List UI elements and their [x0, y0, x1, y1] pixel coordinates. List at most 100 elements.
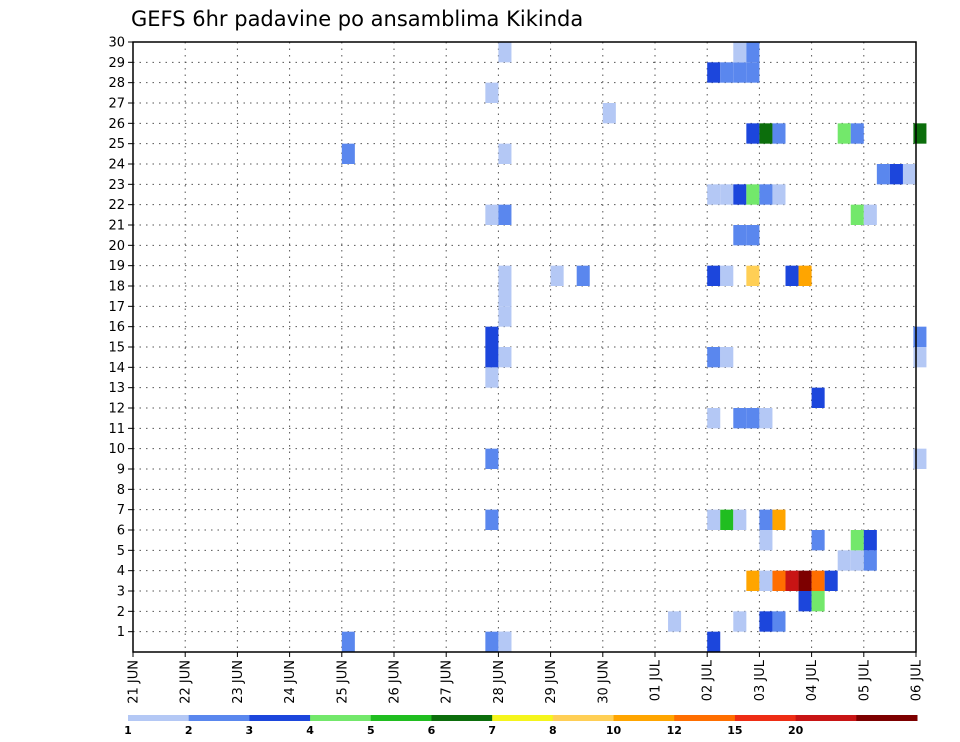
heatmap-cell — [746, 42, 760, 63]
heatmap-cell — [746, 184, 760, 205]
y-tick-label: 9 — [117, 463, 125, 478]
heatmap-cell — [811, 387, 825, 408]
color-legend: 1 2 3 4 5 6 7 8 10 12 15 20 — [124, 715, 918, 737]
legend-label: 12 — [667, 724, 682, 737]
heatmap-cell — [720, 347, 734, 368]
x-tick-label: 28 JUN — [492, 660, 507, 704]
y-tick-label: 2 — [117, 605, 125, 620]
heatmap-cell — [733, 509, 747, 530]
y-tick-label: 13 — [108, 381, 125, 396]
y-tick-label: 20 — [108, 239, 125, 254]
legend-swatch — [552, 715, 615, 721]
legend-swatch — [310, 715, 372, 721]
heatmap-cell — [837, 123, 851, 144]
heatmap-cell — [485, 347, 499, 368]
heatmap-cell — [485, 367, 499, 388]
y-tick-label: 28 — [108, 76, 125, 91]
legend-swatch — [370, 715, 432, 721]
y-tick-label: 17 — [108, 300, 125, 315]
y-tick-label: 7 — [117, 503, 125, 518]
y-tick-label: 5 — [117, 544, 125, 559]
legend-label: 15 — [727, 724, 742, 737]
heatmap-cell — [772, 184, 786, 205]
legend-label: 5 — [367, 724, 375, 737]
heatmap-cell — [837, 550, 851, 571]
heatmap-cell — [746, 62, 760, 83]
heatmap-cell — [746, 123, 760, 144]
data-cells — [341, 42, 927, 652]
legend-label: 4 — [306, 724, 314, 737]
heatmap-cell — [863, 550, 877, 571]
heatmap-cell — [733, 408, 747, 429]
heatmap-cell — [498, 42, 512, 63]
legend-label: 8 — [549, 724, 557, 737]
legend-swatch — [613, 715, 675, 721]
heatmap-cell — [759, 611, 773, 632]
heatmap-cell — [824, 570, 838, 591]
x-axis-ticks: 21 JUN 22 JUN 23 JUN 24 JUN 25 JUN 26 JUN 27 J… — [127, 652, 925, 704]
heatmap-cell — [863, 204, 877, 225]
heatmap-cell — [850, 123, 864, 144]
x-tick-label: 03 JUL — [753, 659, 768, 701]
heatmap-cell — [811, 570, 825, 591]
heatmap-cell — [498, 306, 512, 327]
heatmap-cell — [341, 143, 355, 164]
y-tick-label: 1 — [117, 625, 125, 640]
legend-label: 1 — [124, 724, 132, 737]
heatmap-cell — [707, 62, 721, 83]
legend-swatch — [128, 715, 190, 721]
y-tick-label: 16 — [108, 320, 125, 335]
y-tick-label: 12 — [108, 402, 125, 417]
x-tick-label: 23 JUN — [231, 660, 246, 704]
heatmap-cell — [341, 631, 355, 652]
legend-swatch — [431, 715, 493, 721]
y-tick-label: 25 — [108, 137, 125, 152]
heatmap-cell — [798, 570, 812, 591]
x-tick-label: 26 JUN — [388, 660, 403, 704]
y-tick-label: 24 — [108, 158, 125, 173]
heatmap-cell — [485, 631, 499, 652]
heatmap-cell — [733, 62, 747, 83]
y-tick-label: 14 — [108, 361, 125, 376]
heatmap-cell — [850, 530, 864, 551]
plot-frame — [132, 41, 917, 653]
x-tick-label: 25 JUN — [335, 660, 350, 704]
heatmap-cell — [772, 570, 786, 591]
legend-label: 6 — [428, 724, 436, 737]
heatmap-cell — [485, 326, 499, 347]
heatmap-cell — [733, 184, 747, 205]
heatmap-cell — [759, 408, 773, 429]
heatmap-cell — [498, 631, 512, 652]
legend-label: 10 — [606, 724, 622, 737]
heatmap-cell — [759, 530, 773, 551]
y-tick-label: 21 — [108, 219, 125, 234]
heatmap-cell — [602, 103, 616, 124]
heatmap-cell — [720, 184, 734, 205]
heatmap-cell — [707, 509, 721, 530]
y-tick-label: 22 — [108, 198, 125, 213]
legend-swatch — [734, 715, 797, 721]
legend-label: 7 — [488, 724, 496, 737]
heatmap-cell — [850, 204, 864, 225]
legend-swatch — [856, 715, 918, 721]
y-tick-label: 10 — [108, 442, 125, 457]
heatmap-cell — [707, 265, 721, 286]
heatmap-cell — [811, 591, 825, 612]
heatmap-cell — [772, 509, 786, 530]
legend-label: 2 — [185, 724, 193, 737]
heatmap-cell — [668, 611, 682, 632]
heatmap-cell — [720, 509, 734, 530]
y-tick-label: 4 — [117, 564, 125, 579]
legend-swatch — [188, 715, 250, 721]
heatmap-cell — [485, 82, 499, 103]
heatmap-cell — [889, 164, 903, 185]
heatmap-cell — [772, 123, 786, 144]
heatmap-cell — [485, 204, 499, 225]
heatmap-cell — [746, 265, 760, 286]
heatmap-cell — [785, 570, 799, 591]
heatmap-cell — [720, 62, 734, 83]
heatmap-cell — [733, 611, 747, 632]
heatmap-cell — [733, 42, 747, 63]
grid — [133, 42, 916, 652]
y-tick-label: 30 — [108, 36, 125, 51]
